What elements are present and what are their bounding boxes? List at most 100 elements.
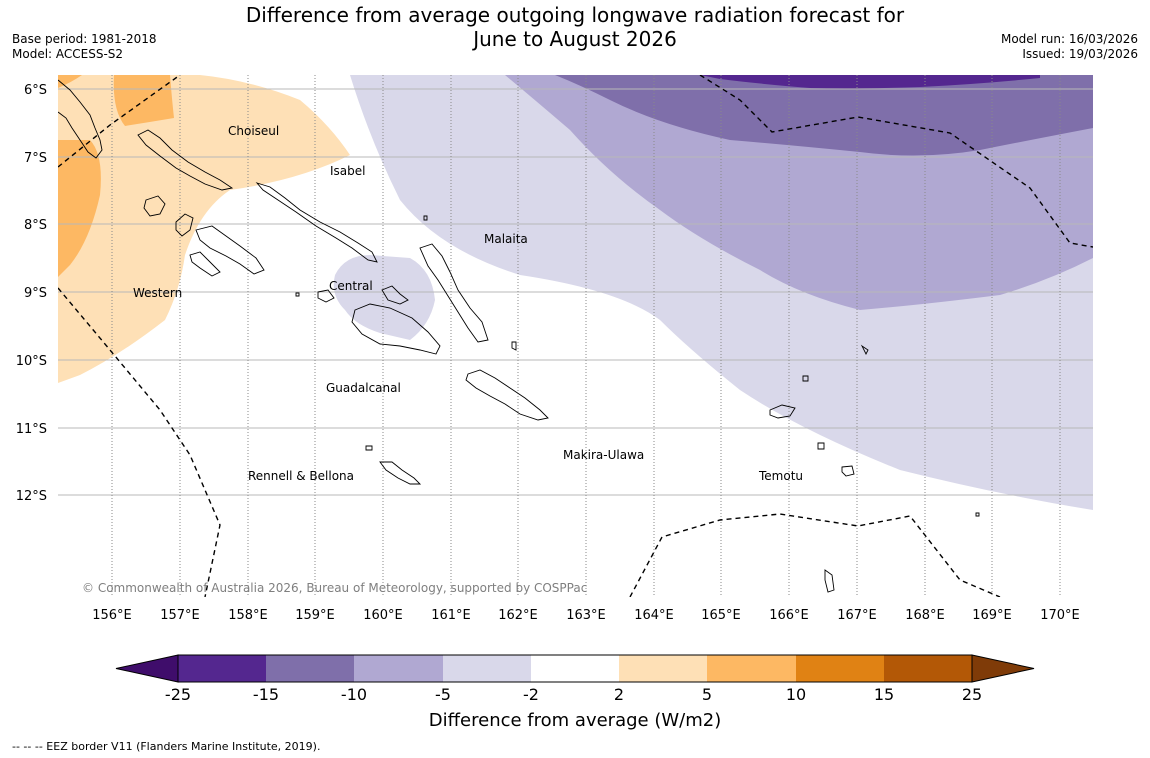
colorbar-tick-plus10: 10	[786, 685, 806, 704]
model-name: Model: ACCESS-S2	[12, 47, 124, 61]
colorbar-arrow-low	[115, 654, 179, 683]
lon-label-166e: 166°E	[769, 608, 809, 623]
colorbar-segment-plus5-plus10	[707, 655, 796, 682]
lon-label-157e: 157°E	[160, 608, 200, 623]
lon-label-170e: 170°E	[1040, 608, 1080, 623]
model-run: Model run: 16/03/2026	[1000, 32, 1138, 46]
island-small-1	[295, 292, 300, 297]
island-bellona	[365, 445, 373, 451]
map-area: Choiseul Isabel Malaita Western Central …	[58, 75, 1093, 597]
colorbar-tick-minus5: -5	[435, 685, 451, 704]
colorbar-tick-plus15: 15	[874, 685, 894, 704]
region-central-minus2	[333, 255, 435, 340]
colorbar-tick-plus25: 25	[962, 685, 982, 704]
island-guadalcanal	[351, 303, 441, 355]
region-minus10-to-minus15	[555, 75, 1093, 156]
colorbar-tick-labels: -25 -15 -10 -5 -2 2 5 10 15 25	[165, 685, 982, 704]
title-line-1: Difference from average outgoing longwav…	[245, 3, 905, 27]
lon-label-163e: 163°E	[566, 608, 606, 623]
lat-label-8s: 8°S	[24, 218, 47, 233]
island-vella-lavella	[143, 195, 166, 217]
label-central: Central	[329, 279, 373, 293]
colorbar-tick-minus10: -10	[341, 685, 367, 704]
lon-label-167e: 167°E	[837, 608, 877, 623]
issued-date: Issued: 19/03/2026	[1022, 47, 1138, 61]
lat-label-9s: 9°S	[24, 286, 47, 301]
colorbar-segment-plus10-plus15	[796, 655, 884, 682]
chart-title: Difference from average outgoing longwav…	[0, 3, 1150, 51]
island-anuta	[824, 569, 835, 593]
colorbar-tick-minus15: -15	[253, 685, 279, 704]
province-labels: Choiseul Isabel Malaita Western Central …	[133, 124, 803, 483]
island-bougainville	[58, 79, 103, 159]
colorbar-segment-plus2-plus5	[619, 655, 707, 682]
colorbar: -25 -15 -10 -5 -2 2 5 10 15 25 Differenc…	[115, 654, 1035, 731]
island-small-2	[423, 215, 428, 221]
label-choiseul: Choiseul	[228, 124, 279, 138]
colorbar-arrow-high	[971, 654, 1035, 683]
island-ontong-java	[511, 341, 517, 351]
coastlines	[58, 79, 980, 593]
longitude-gridlines	[111, 75, 1061, 597]
lon-label-164e: 164°E	[634, 608, 674, 623]
island-rennell	[379, 461, 422, 485]
base-period: Base period: 1981-2018	[12, 32, 157, 46]
lat-label-6s: 6°S	[24, 83, 47, 98]
lon-label-169e: 169°E	[972, 608, 1012, 623]
colorbar-tick-plus5: 5	[702, 685, 712, 704]
lon-label-159e: 159°E	[295, 608, 335, 623]
island-tikopia	[975, 512, 980, 517]
lat-label-11s: 11°S	[16, 422, 47, 437]
label-isabel: Isabel	[330, 164, 365, 178]
meta-left: Base period: 1981-2018 Model: ACCESS-S2	[12, 32, 157, 62]
island-new-georgia	[175, 213, 265, 275]
latitude-gridlines	[58, 88, 1093, 496]
island-makira	[465, 369, 549, 421]
island-choiseul	[137, 129, 234, 191]
colorbar-segment-minus5-minus2	[443, 655, 531, 682]
eez-border-east	[699, 75, 1093, 248]
lon-label-156e: 156°E	[92, 608, 132, 623]
lon-label-160e: 160°E	[363, 608, 403, 623]
region-minus15-to-minus25	[700, 75, 1040, 89]
colorbar-tick-plus2: 2	[614, 685, 624, 704]
eez-legend-note: -- -- -- EEZ border V11 (Flanders Marine…	[12, 740, 321, 753]
region-plus5-to-plus10-west	[58, 140, 101, 277]
colorbar-tick-minus25: -25	[165, 685, 191, 704]
lon-label-158e: 158°E	[228, 608, 268, 623]
meta-right: Model run: 16/03/2026 Issued: 19/03/2026	[1001, 32, 1138, 62]
colorbar-segment-minus2-plus2	[531, 655, 619, 682]
island-reef-islands	[802, 375, 809, 382]
region-plus2-to-plus5	[58, 75, 350, 383]
island-vanikoro	[841, 465, 855, 477]
lat-label-12s: 12°S	[16, 489, 47, 504]
eez-borders	[58, 75, 1093, 597]
colorbar-outline	[177, 654, 973, 683]
colorbar-segment-minus10-minus5	[354, 655, 443, 682]
island-isabel	[255, 182, 378, 263]
lat-label-7s: 7°S	[24, 151, 47, 166]
island-santa-cruz	[769, 404, 796, 419]
island-rendova	[189, 251, 221, 277]
eez-border-south-west	[58, 287, 221, 597]
longitude-axis-labels: 156°E 157°E 158°E 159°E 160°E 161°E 162°…	[92, 608, 1080, 623]
colorbar-title: Difference from average (W/m2)	[429, 710, 721, 731]
copyright-notice: © Commonwealth of Australia 2026, Bureau…	[82, 581, 587, 595]
lat-label-10s: 10°S	[16, 354, 47, 369]
lon-label-168e: 168°E	[905, 608, 945, 623]
colorbar-segment-minus15-minus10	[266, 655, 354, 682]
lon-label-161e: 161°E	[431, 608, 471, 623]
label-temotu: Temotu	[758, 469, 803, 483]
label-malaita: Malaita	[484, 232, 528, 246]
island-russell	[317, 289, 335, 303]
label-makira-ulawa: Makira-Ulawa	[563, 448, 644, 462]
colorbar-segment-minus25-minus15	[178, 655, 266, 682]
island-duff	[860, 344, 869, 356]
colorbar-tick-minus2: -2	[523, 685, 539, 704]
island-nggela	[381, 285, 409, 305]
island-utupua	[817, 442, 825, 450]
title-line-2: June to August 2026	[473, 27, 677, 51]
label-guadalcanal: Guadalcanal	[326, 381, 401, 395]
eez-border-south	[629, 513, 1001, 597]
